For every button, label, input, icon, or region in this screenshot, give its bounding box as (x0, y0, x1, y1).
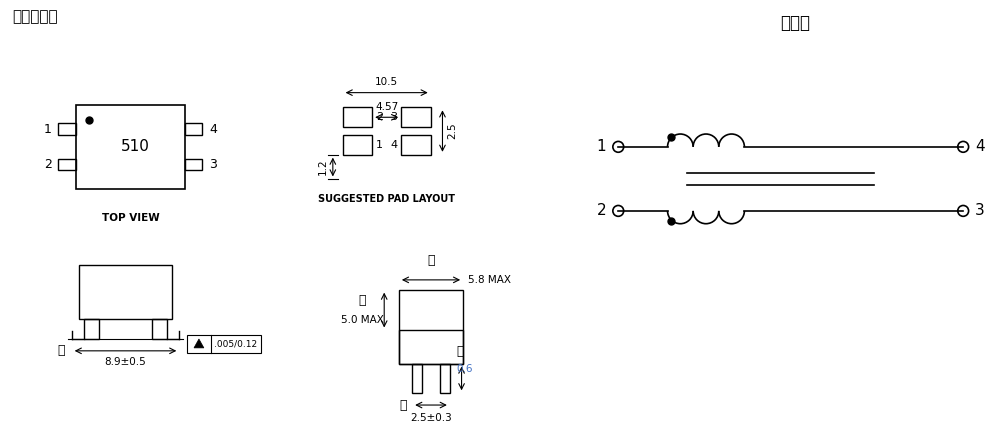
Text: 3: 3 (975, 204, 985, 218)
Text: Ⓑ: Ⓑ (359, 294, 366, 307)
Bar (440, 364, 450, 393)
Text: 10.5: 10.5 (375, 77, 398, 87)
Text: 1: 1 (376, 140, 383, 150)
Bar (84, 319, 99, 339)
Text: 2.5: 2.5 (447, 123, 457, 139)
Bar (401, 135, 431, 155)
Text: 4.57: 4.57 (375, 102, 398, 112)
Text: 3: 3 (209, 158, 217, 171)
Bar (343, 107, 372, 127)
Text: 2: 2 (44, 158, 52, 171)
Bar (79, 265, 172, 319)
Text: 4: 4 (975, 139, 985, 154)
Text: 3: 3 (390, 112, 397, 122)
Text: .005/0.12: .005/0.12 (214, 340, 257, 349)
Text: 4: 4 (390, 140, 397, 150)
Text: Ⓒ: Ⓒ (57, 344, 65, 357)
Bar (185, 123, 202, 135)
Bar (399, 330, 463, 364)
Bar (58, 123, 76, 135)
Bar (343, 135, 372, 155)
Text: Ⓓ: Ⓓ (400, 399, 407, 412)
Text: 1: 1 (597, 139, 606, 154)
Text: TOP VIEW: TOP VIEW (102, 213, 159, 223)
Bar (76, 105, 185, 189)
Text: SUGGESTED PAD LAYOUT: SUGGESTED PAD LAYOUT (318, 194, 455, 204)
Text: 2.5±0.3: 2.5±0.3 (410, 413, 452, 423)
Text: Ⓔ: Ⓔ (457, 345, 464, 358)
Bar (185, 159, 202, 170)
Text: 2: 2 (376, 112, 383, 122)
Text: 1.2: 1.2 (318, 159, 328, 176)
Bar (399, 290, 463, 364)
Text: 尺寸图示：: 尺寸图示： (12, 9, 58, 24)
Text: 8.9±0.5: 8.9±0.5 (105, 357, 146, 367)
Polygon shape (194, 339, 204, 348)
Bar (401, 107, 431, 127)
Bar (187, 335, 261, 353)
Text: 510: 510 (121, 139, 150, 154)
Text: 0.6: 0.6 (457, 364, 473, 374)
Bar (152, 319, 167, 339)
Bar (58, 159, 76, 170)
Text: 4: 4 (209, 123, 217, 136)
Text: 5.8 MAX: 5.8 MAX (468, 275, 511, 285)
Text: 2: 2 (597, 204, 606, 218)
Text: 1: 1 (44, 123, 52, 136)
Bar (412, 364, 422, 393)
Text: 相位图: 相位图 (781, 14, 811, 32)
Text: 5.0 MAX: 5.0 MAX (341, 315, 384, 325)
Text: Ⓐ: Ⓐ (427, 254, 435, 267)
